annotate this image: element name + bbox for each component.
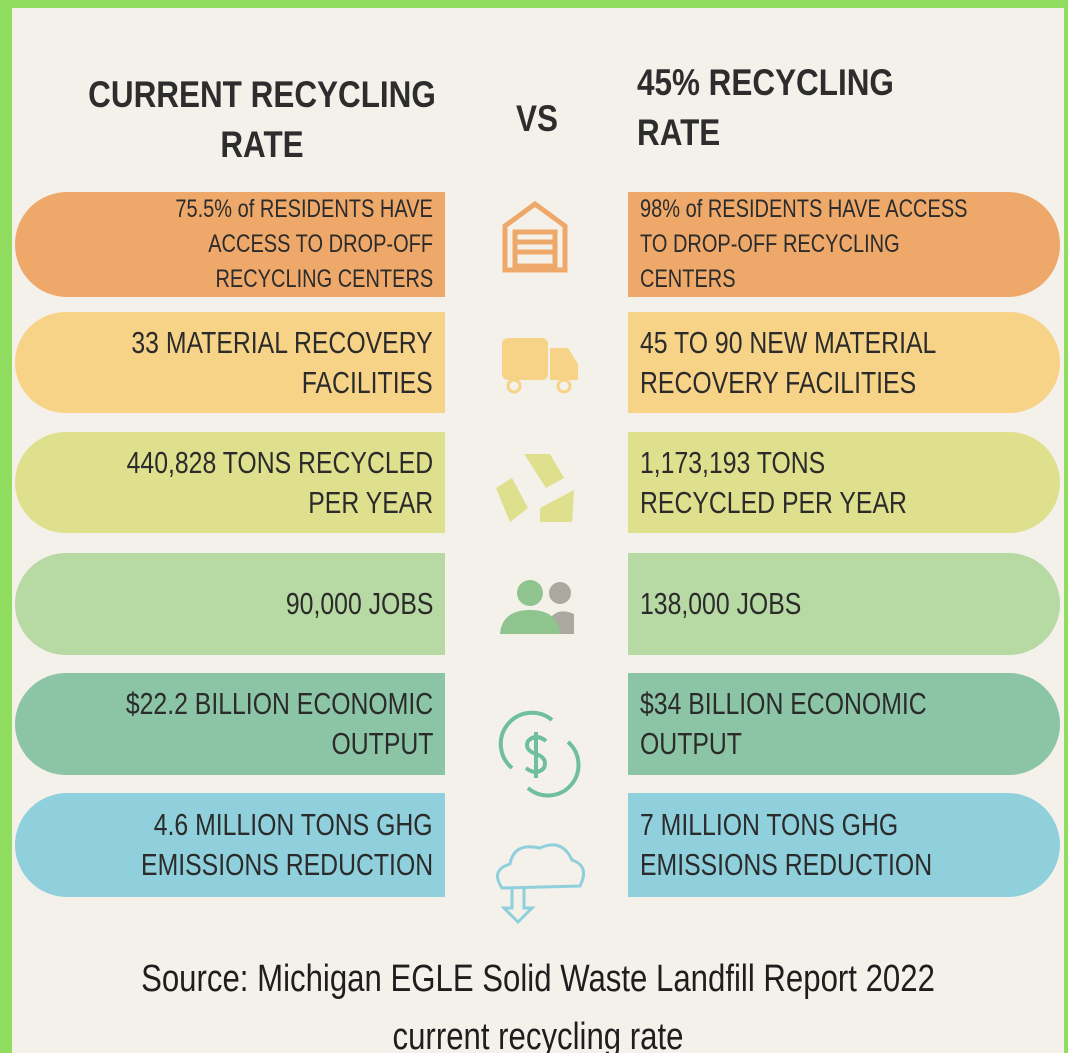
cell-line: 90,000 JOBS (285, 586, 433, 621)
cell-line: OUTPUT (640, 726, 742, 761)
people-icon (500, 580, 574, 634)
vs-label: VS (502, 94, 572, 144)
cell-line: PER YEAR (308, 484, 433, 520)
source-line: current recycling rate (392, 1016, 684, 1053)
cell-line: 33 MATERIAL RECOVERY (131, 324, 433, 360)
cell-line: 75.5% of RESIDENTS HAVE (175, 195, 434, 223)
cell-line: 440,828 TONS RECYCLED (126, 444, 433, 480)
right-cell: 7 MILLION TONS GHG EMISSIONS REDUCTION (628, 793, 1060, 897)
cell-line: 98% of RESIDENTS HAVE ACCESS (640, 195, 968, 223)
left-cell: 440,828 TONS RECYCLED PER YEAR (15, 432, 445, 533)
left-cell: 90,000 JOBS (15, 553, 445, 655)
left-cell: 33 MATERIAL RECOVERY FACILITIES (15, 312, 445, 413)
cell-line: EMISSIONS REDUCTION (140, 847, 433, 882)
truck-icon (502, 338, 578, 394)
right-cell: 138,000 JOBS (628, 553, 1060, 655)
vs-text: VS (516, 98, 558, 139)
icons (496, 200, 586, 925)
cell-line: 7 MILLION TONS GHG (640, 807, 899, 842)
cell-line: CENTERS (640, 265, 736, 293)
cell-line: 1,173,193 TONS (640, 444, 826, 480)
title-line: CURRENT RECYCLING (88, 74, 436, 115)
right-title: 45% RECYCLING RATE (637, 58, 939, 158)
garage-icon (502, 200, 568, 273)
cell-line: $22.2 BILLION ECONOMIC (125, 686, 433, 721)
source: Source: Michigan EGLE Solid Waste Landfi… (12, 958, 1064, 1001)
cell-line: 45 TO 90 NEW MATERIAL (640, 324, 937, 360)
money-cycle-icon (498, 710, 581, 798)
source-line: Source: Michigan EGLE Solid Waste Landfi… (141, 958, 935, 1000)
left-title: CURRENT RECYCLING RATE (52, 70, 472, 170)
title-line: 45% RECYCLING (637, 62, 894, 103)
right-cell: $34 BILLION ECONOMIC OUTPUT (628, 673, 1060, 775)
co2-icon (496, 843, 586, 925)
cell-line: TO DROP-OFF RECYCLING (640, 230, 900, 258)
cell-line: RECYCLING CENTERS (215, 265, 433, 293)
cell-line: $34 BILLION ECONOMIC (640, 686, 927, 721)
recycle-icon (496, 454, 574, 522)
title-line: RATE (637, 112, 721, 153)
right-cell: 1,173,193 TONS RECYCLED PER YEAR (628, 432, 1060, 533)
cell-line: 4.6 MILLION TONS GHG (154, 807, 433, 842)
source-note: current recycling rate (12, 1016, 1064, 1053)
cell-line: OUTPUT (331, 726, 433, 761)
cell-line: 138,000 JOBS (640, 586, 802, 621)
title-line: RATE (220, 124, 304, 165)
left-cell: 4.6 MILLION TONS GHG EMISSIONS REDUCTION (15, 793, 445, 897)
cell-line: RECOVERY FACILITIES (640, 364, 917, 400)
right-cell: 98% of RESIDENTS HAVE ACCESS TO DROP-OFF … (628, 192, 1060, 297)
left-cell: $22.2 BILLION ECONOMIC OUTPUT (15, 673, 445, 775)
cell-line: RECYCLED PER YEAR (640, 484, 907, 520)
cell-line: ACCESS TO DROP-OFF (208, 230, 433, 258)
cell-line: EMISSIONS REDUCTION (640, 847, 933, 882)
left-cell: 75.5% of RESIDENTS HAVE ACCESS TO DROP-OF… (15, 192, 445, 297)
right-cell: 45 TO 90 NEW MATERIAL RECOVERY FACILITIES (628, 312, 1060, 413)
cell-line: FACILITIES (302, 364, 433, 400)
infographic: CURRENT RECYCLING RATE VS 45% RECYCLING … (12, 8, 1064, 1053)
